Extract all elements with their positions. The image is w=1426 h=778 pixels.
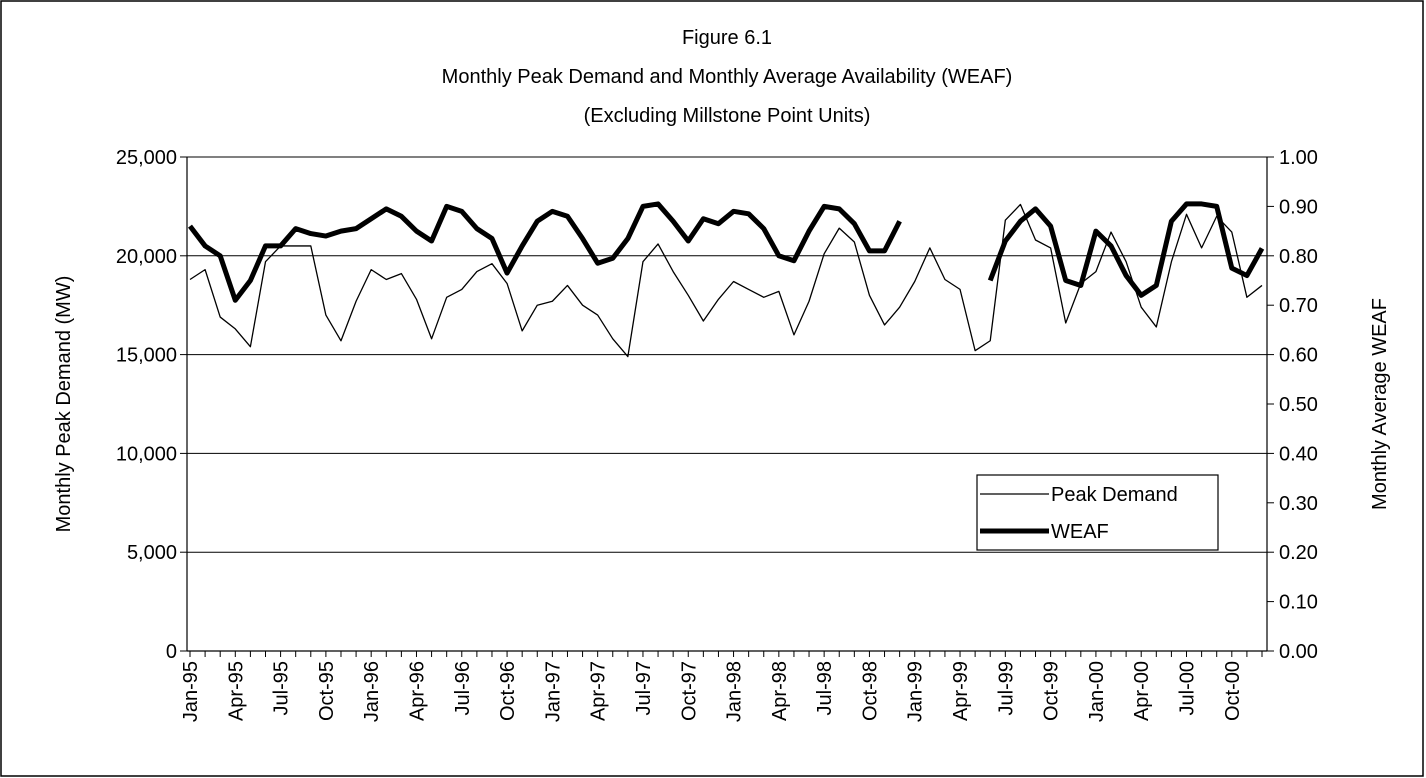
x-tick-label: Apr-95 [225, 661, 247, 721]
x-tick-label: Jul-00 [1177, 661, 1199, 715]
y2-tick-label: 0.30 [1279, 493, 1318, 515]
legend-box [976, 474, 1219, 551]
y-tick-label: 10,000 [116, 443, 177, 465]
x-tick-label: Oct-00 [1222, 661, 1244, 721]
y2-tick-label: 0.10 [1279, 592, 1318, 614]
y2-tick-label: 1.00 [1279, 147, 1318, 169]
chart-subtitle: (Excluding Millstone Point Units) [584, 105, 871, 127]
chart-subtitle: Monthly Peak Demand and Monthly Average … [442, 66, 1013, 88]
x-tick-label: Apr-98 [769, 661, 791, 721]
legend-label: WEAF [1051, 521, 1109, 543]
x-tick-label: Jul-98 [814, 661, 836, 715]
y2-axis-title: Monthly Average WEAF [1369, 298, 1391, 510]
x-tick-label: Apr-00 [1131, 661, 1153, 721]
x-tick-label: Oct-95 [316, 661, 338, 721]
x-tick-label: Apr-97 [588, 661, 610, 721]
y-tick-label: 0 [166, 641, 177, 663]
series-line [188, 201, 902, 303]
x-tick-label: Jul-96 [452, 661, 474, 715]
x-tick-label: Jan-96 [361, 661, 383, 722]
y-tick-label: 15,000 [116, 345, 177, 367]
x-tick-label: Oct-97 [678, 661, 700, 721]
x-tick-label: Jan-95 [180, 661, 202, 722]
chart-title: Figure 6.1 [682, 27, 772, 49]
x-tick-label: Jul-97 [633, 661, 655, 715]
series-line [987, 201, 1265, 298]
y2-tick-label: 0.90 [1279, 196, 1318, 218]
y2-tick-label: 0.40 [1279, 443, 1318, 465]
y2-tick-label: 0.60 [1279, 345, 1318, 367]
x-tick-label: Apr-99 [950, 661, 972, 721]
x-tick-label: Jan-98 [724, 661, 746, 722]
y-axis-title: Monthly Peak Demand (MW) [53, 276, 75, 533]
y-tick-label: 25,000 [116, 147, 177, 169]
x-tick-label: Jan-99 [905, 661, 927, 722]
x-tick-label: Jul-99 [995, 661, 1017, 715]
x-tick-label: Apr-96 [406, 661, 428, 721]
legend-label: Peak Demand [1051, 484, 1178, 506]
y-tick-label: 5,000 [127, 542, 177, 564]
x-tick-label: Jul-95 [271, 661, 293, 715]
y2-tick-label: 0.00 [1279, 641, 1318, 663]
x-tick-label: Oct-98 [859, 661, 881, 721]
x-tick-label: Oct-96 [497, 661, 519, 721]
x-tick-label: Jan-00 [1086, 661, 1108, 722]
y2-tick-label: 0.70 [1279, 295, 1318, 317]
x-tick-label: Jan-97 [542, 661, 564, 722]
y2-tick-label: 0.20 [1279, 542, 1318, 564]
x-tick-label: Oct-99 [1041, 661, 1063, 721]
y2-tick-label: 0.80 [1279, 246, 1318, 268]
y-tick-label: 20,000 [116, 246, 177, 268]
y2-tick-label: 0.50 [1279, 394, 1318, 416]
